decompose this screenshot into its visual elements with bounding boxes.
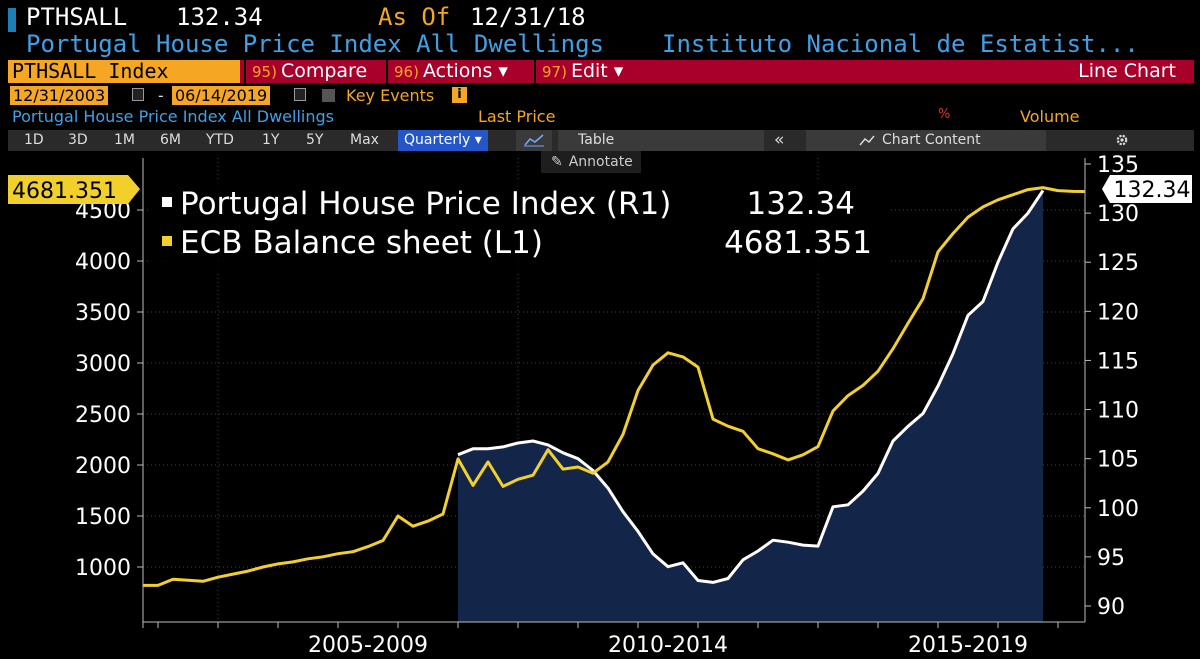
period-6m[interactable]: 6M [160, 132, 181, 148]
legend: Portugal House Price Index (R1) 132.34 ECB… [148, 180, 888, 272]
last-price-label: Last Price [478, 107, 556, 126]
calendar-icon[interactable] [132, 88, 144, 101]
security-title: Portugal House Price Index All Dwellings [26, 30, 604, 58]
key-events-label: Key Events [346, 86, 435, 105]
table-button[interactable]: Table [578, 132, 615, 148]
legend-ecb-name: ECB Balance sheet (L1) [180, 225, 543, 261]
left-tick-label: 3000 [75, 352, 131, 377]
legend-hpi-name: Portugal House Price Index (R1) [180, 186, 671, 222]
hpi-value-tag [1102, 175, 1192, 203]
left-tick-label: 1500 [75, 505, 131, 530]
as-of-label: As Of [378, 3, 451, 31]
period-1d[interactable]: 1D [24, 132, 44, 148]
actions-number: 96) [394, 63, 419, 81]
compare-label: Compare [280, 60, 368, 82]
ecb-line [143, 186, 1086, 587]
right-tick-label: 125 [1097, 251, 1139, 276]
end-date-field[interactable]: 06/14/2019 [172, 86, 271, 105]
actions-label: Actions ▾ [422, 60, 508, 82]
period-3d[interactable]: 3D [68, 132, 88, 148]
right-tick-label: 95 [1097, 546, 1125, 571]
compare-button[interactable]: 95) Compare [244, 60, 382, 83]
legend-swatch-ecb [162, 236, 172, 246]
pencil-icon: ✎ [551, 154, 563, 170]
as-of-date: 12/31/18 [470, 3, 586, 31]
legend-swatch-hpi [162, 197, 172, 207]
right-tick-label: 115 [1097, 349, 1139, 374]
series-label: Portugal House Price Index All Dwellings [12, 107, 334, 126]
period-5y[interactable]: 5Y [306, 132, 324, 148]
hpi-area [458, 190, 1043, 622]
source-name: Instituto Nacional de Estatist... [662, 30, 1139, 58]
edit-label: Edit ▾ [570, 60, 624, 82]
ticker: PTHSALL [26, 3, 128, 31]
key-events-checkbox[interactable] [322, 89, 335, 102]
collapse-button[interactable]: « [774, 130, 785, 150]
left-tick-label: 4000 [75, 250, 131, 275]
actions-button[interactable]: 96) Actions ▾ [386, 60, 530, 83]
info-icon[interactable]: i [452, 87, 467, 103]
date-separator: - [156, 86, 166, 105]
start-date-field[interactable]: 12/31/2003 [10, 86, 109, 105]
annotate-label: Annotate [568, 154, 633, 170]
ecb-value-tag [8, 175, 140, 204]
last-value: 132.34 [176, 3, 263, 31]
x-category-label: 2015-2019 [908, 633, 1028, 658]
menu-bar [8, 60, 1194, 83]
period-1y[interactable]: 1Y [262, 132, 280, 148]
annotate-button[interactable]: ✎ Annotate [541, 151, 641, 173]
edit-number: 97) [542, 63, 567, 81]
edit-button[interactable]: 97) Edit ▾ [534, 60, 642, 83]
hpi-line [457, 189, 1045, 584]
right-tick-label: 105 [1097, 448, 1139, 473]
left-tick-label: 3500 [75, 301, 131, 326]
right-tick-label: 90 [1097, 595, 1125, 620]
legend-ecb-value: 4681.351 [724, 225, 872, 261]
legend-hpi-value: 132.34 [747, 186, 855, 222]
chart-type-label: Line Chart [1078, 60, 1176, 82]
table-segment [558, 130, 764, 151]
left-tick-label: 2500 [75, 403, 131, 428]
chart-style-button[interactable] [516, 130, 552, 151]
period-ytd[interactable]: YTD [206, 132, 234, 148]
gear-icon[interactable] [1114, 130, 1130, 151]
value-tags: 4681.351 132.34 [8, 175, 1192, 204]
right-tick-label: 100 [1097, 497, 1139, 522]
line-chart-icon [524, 134, 544, 147]
ticker-marker [8, 8, 16, 32]
frequency-dropdown[interactable]: Quarterly ▾ [398, 130, 488, 151]
calendar-icon[interactable] [294, 88, 306, 101]
x-category-label: 2005-2009 [308, 633, 428, 658]
right-tick-label: 130 [1097, 202, 1139, 227]
chart-content-segment [806, 130, 1046, 151]
percent-label: % [938, 107, 951, 122]
compare-number: 95) [252, 63, 277, 81]
ecb-value-tag-label: 4681.351 [12, 179, 117, 204]
security-input[interactable]: PTHSALL Index [8, 60, 240, 83]
volume-label: Volume [1020, 107, 1080, 126]
right-tick-label: 110 [1097, 399, 1139, 424]
hpi-area-fill [458, 190, 1043, 622]
chart-content-icon [858, 130, 876, 151]
right-tick-label: 135 [1097, 153, 1139, 178]
period-1m[interactable]: 1M [114, 132, 135, 148]
left-tick-label: 1000 [75, 556, 131, 581]
left-tick-label: 2000 [75, 454, 131, 479]
series-lines [143, 186, 1086, 587]
right-tick-label: 120 [1097, 300, 1139, 325]
x-category-label: 2010-2014 [608, 633, 728, 658]
chart-content-button[interactable]: Chart Content [882, 132, 981, 148]
hpi-value-tag-label: 132.34 [1114, 178, 1191, 203]
legend-box [148, 180, 888, 272]
period-max[interactable]: Max [350, 132, 379, 148]
